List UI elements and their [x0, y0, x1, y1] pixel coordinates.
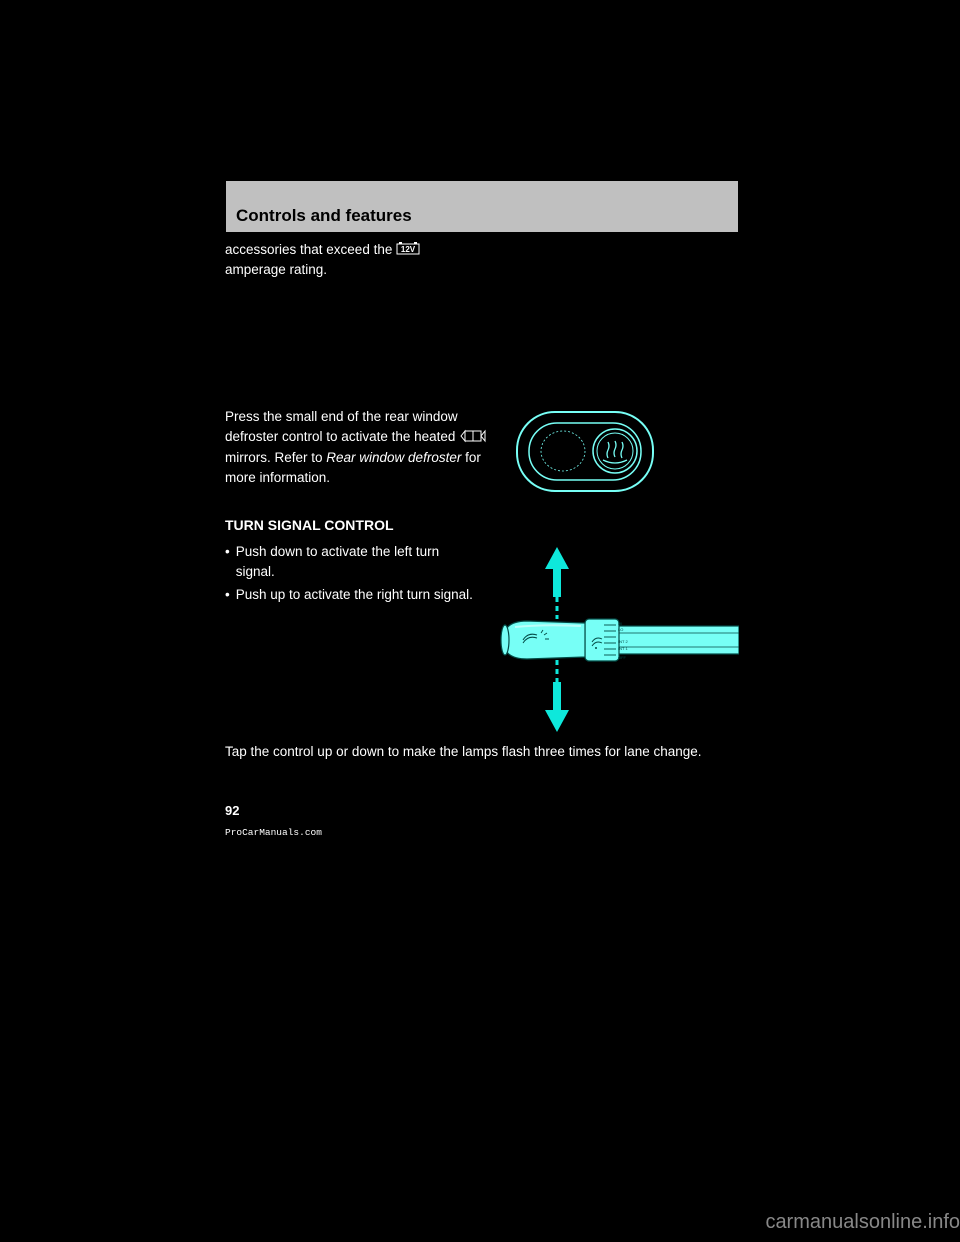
disclaimer-text: ProCarManuals.com	[225, 827, 322, 839]
svg-text:INT 1: INT 1	[618, 646, 628, 651]
svg-text:HI: HI	[618, 621, 622, 626]
bullet-marker: •	[225, 585, 230, 605]
svg-text:LO: LO	[618, 627, 623, 632]
text-emphasis: Rear window defroster	[326, 450, 461, 465]
paragraph-lane-change: Tap the control up or down to make the l…	[225, 742, 735, 762]
turn-signal-lever-illustration: HI LO INT 2 INT 1 OFF	[485, 547, 739, 732]
mirror-heat-icon	[459, 429, 487, 449]
bullet-text: Push up to activate the right turn signa…	[236, 585, 473, 605]
header-bar: Controls and features	[225, 180, 739, 232]
svg-text:12V: 12V	[401, 245, 416, 254]
list-item: • Push up to activate the right turn sig…	[225, 585, 475, 605]
svg-text:INT 2: INT 2	[618, 639, 628, 644]
list-item: • Push down to activate the left turn si…	[225, 542, 475, 581]
text-run: accessories that exceed the	[225, 242, 396, 257]
text-run: amperage rating.	[225, 262, 327, 277]
watermark-text: carmanualsonline.info	[765, 1211, 960, 1234]
text-run: Press the small end of the rear window d…	[225, 409, 459, 444]
disclaimer-line: ProCarManuals.com	[225, 827, 322, 838]
battery-12v-icon: 12V	[396, 241, 422, 261]
paragraph-mirror-defrost: Press the small end of the rear window d…	[225, 407, 505, 487]
svg-text:OFF: OFF	[618, 655, 627, 660]
manual-page: Controls and features accessories that e…	[225, 180, 739, 232]
bullet-marker: •	[225, 542, 230, 581]
page-number: 92	[225, 803, 239, 818]
page-title: Controls and features	[236, 206, 412, 226]
turn-signal-bullets: • Push down to activate the left turn si…	[225, 542, 475, 605]
section-heading-turn-signal: TURN SIGNAL CONTROL	[225, 517, 394, 533]
bullet-text: Push down to activate the left turn sign…	[236, 542, 475, 581]
paragraph-accessories: accessories that exceed the 12V amperage…	[225, 240, 425, 280]
rear-defrost-illustration	[515, 408, 655, 495]
text-run: mirrors. Refer to	[225, 450, 326, 465]
